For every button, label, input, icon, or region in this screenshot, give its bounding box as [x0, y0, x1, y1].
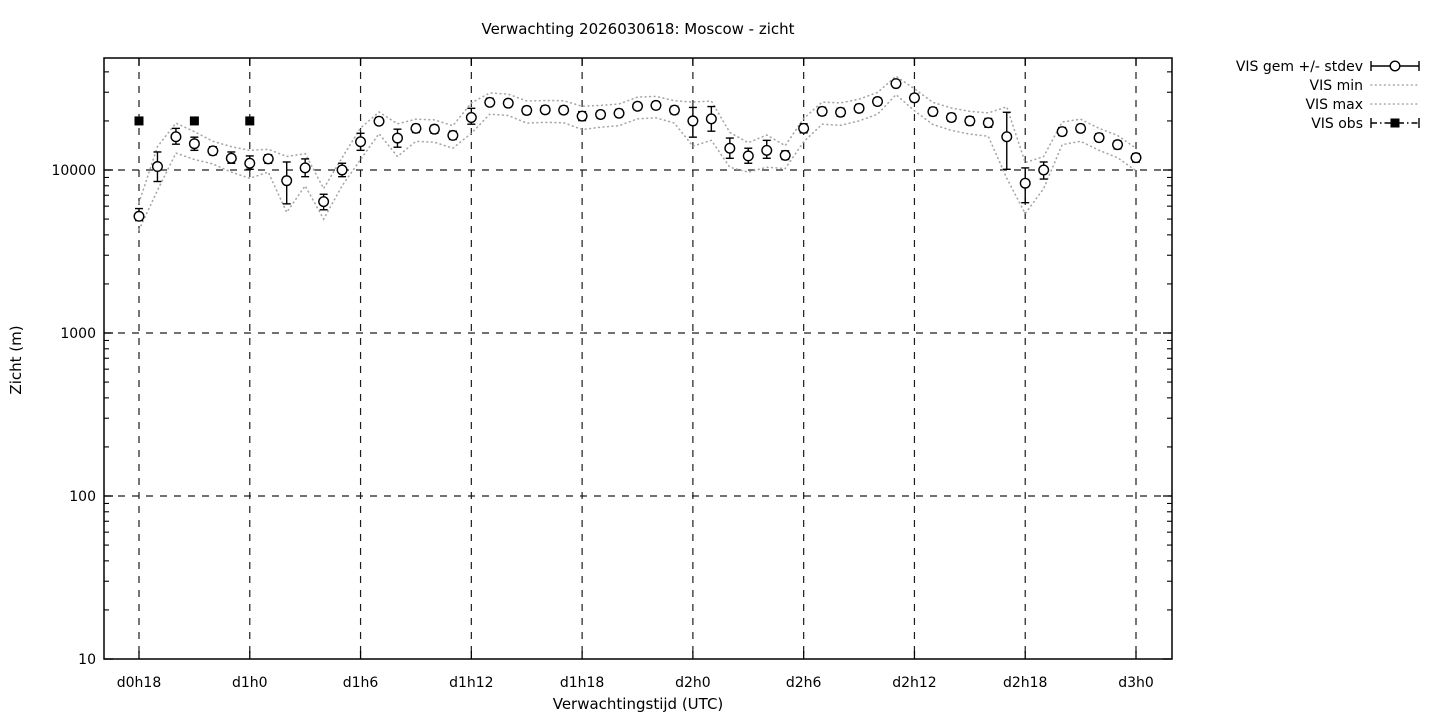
data-point-circle: [1038, 164, 1050, 176]
legend-sample-square: [1390, 118, 1400, 128]
x-tick-label: d2h12: [892, 675, 936, 691]
plot-border: [103, 57, 1173, 660]
x-tick-label: d2h6: [786, 675, 822, 691]
legend-sample-circle: [1389, 60, 1401, 72]
x-tick-label: d1h0: [232, 675, 268, 691]
data-point-circle: [410, 122, 422, 134]
data-point-circle: [558, 104, 570, 116]
legend-label: VIS gem +/- stdev: [1236, 59, 1363, 75]
data-point-circle: [318, 196, 330, 208]
y-tick-label: 10: [78, 652, 96, 668]
data-point-circle: [890, 78, 902, 90]
y-tick-label: 100: [69, 489, 96, 505]
data-point-circle: [650, 99, 662, 111]
data-point-circle: [355, 136, 367, 148]
data-point-circle: [1056, 126, 1068, 138]
data-point-circle: [428, 123, 440, 135]
data-point-circle: [595, 109, 607, 121]
data-point-circle: [613, 107, 625, 119]
data-point-circle: [465, 111, 477, 123]
data-point-circle: [391, 132, 403, 144]
vis-min-line: [138, 93, 1137, 231]
data-point-circle: [705, 113, 717, 125]
data-point-circle: [687, 115, 699, 127]
y-tick-label: 10000: [51, 163, 96, 179]
data-point-circle: [262, 153, 274, 165]
legend-label: VIS min: [1310, 78, 1363, 94]
data-point-circle: [724, 142, 736, 154]
data-point-circle: [1075, 122, 1087, 134]
data-point-circle: [964, 115, 976, 127]
data-point-circle: [632, 100, 644, 112]
vis-max-line: [138, 75, 1137, 204]
data-point-circle: [336, 164, 348, 176]
data-point-circle: [299, 162, 311, 174]
obs-point-square: [189, 116, 199, 126]
data-point-circle: [188, 138, 200, 150]
data-point-circle: [281, 175, 293, 187]
data-point-circle: [761, 144, 773, 156]
obs-point-square: [245, 116, 255, 126]
data-point-circle: [521, 104, 533, 116]
data-point-circle: [1130, 152, 1142, 164]
data-point-circle: [502, 97, 514, 109]
data-point-circle: [207, 145, 219, 157]
data-point-circle: [151, 161, 163, 173]
x-tick-label: d1h12: [449, 675, 493, 691]
obs-point-square: [134, 116, 144, 126]
data-point-circle: [170, 131, 182, 143]
x-tick-label: d2h18: [1003, 675, 1047, 691]
legend-label: VIS obs: [1311, 116, 1363, 132]
x-tick-label: d3h0: [1118, 675, 1154, 691]
data-point-circle: [225, 152, 237, 164]
x-tick-label: d1h6: [343, 675, 379, 691]
data-point-circle: [798, 122, 810, 134]
data-point-circle: [484, 96, 496, 108]
data-point-circle: [539, 104, 551, 116]
data-point-circle: [816, 105, 828, 117]
data-point-circle: [779, 149, 791, 161]
x-axis-label: Verwachtingstijd (UTC): [552, 695, 724, 713]
data-point-circle: [447, 129, 459, 141]
data-point-circle: [853, 102, 865, 114]
data-point-circle: [1093, 132, 1105, 144]
data-point-circle: [576, 110, 588, 122]
data-point-circle: [982, 117, 994, 129]
chart-title: Verwachting 2026030618: Moscow - zicht: [481, 20, 795, 38]
legend-label: VIS max: [1305, 97, 1363, 113]
x-tick-label: d2h0: [675, 675, 711, 691]
y-tick-label: 1000: [60, 326, 96, 342]
data-point-circle: [742, 150, 754, 162]
x-tick-label: d1h18: [560, 675, 604, 691]
data-point-circle: [945, 111, 957, 123]
data-point-circle: [927, 106, 939, 118]
data-point-circle: [373, 115, 385, 127]
data-point-circle: [244, 157, 256, 169]
data-point-circle: [668, 104, 680, 116]
data-point-circle: [872, 96, 884, 108]
data-point-circle: [1112, 139, 1124, 151]
data-point-circle: [908, 92, 920, 104]
data-point-circle: [1019, 177, 1031, 189]
data-point-circle: [133, 210, 145, 222]
x-tick-label: d0h18: [117, 675, 161, 691]
data-point-circle: [1001, 131, 1013, 143]
data-point-circle: [835, 106, 847, 118]
